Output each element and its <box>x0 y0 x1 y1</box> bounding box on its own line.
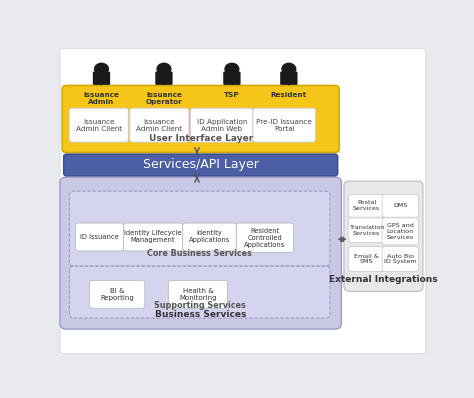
Text: ID Application
Admin Web: ID Application Admin Web <box>197 119 247 132</box>
Text: Health &
Monitoring: Health & Monitoring <box>179 288 217 301</box>
Text: Services/API Layer: Services/API Layer <box>143 158 259 172</box>
FancyBboxPatch shape <box>70 266 330 318</box>
Text: Issuance
Admin Client: Issuance Admin Client <box>76 119 122 132</box>
Text: BI &
Reporting: BI & Reporting <box>100 288 134 301</box>
FancyBboxPatch shape <box>191 108 253 142</box>
FancyBboxPatch shape <box>155 72 173 85</box>
FancyBboxPatch shape <box>64 154 337 176</box>
FancyBboxPatch shape <box>348 247 385 271</box>
Text: External Integrations: External Integrations <box>329 275 438 284</box>
Text: DMS: DMS <box>393 203 408 209</box>
FancyBboxPatch shape <box>382 218 419 245</box>
Text: Pre-ID Issuance
Portal: Pre-ID Issuance Portal <box>256 119 312 132</box>
Circle shape <box>157 63 171 75</box>
FancyBboxPatch shape <box>70 191 330 266</box>
Text: Identity
Applications: Identity Applications <box>189 230 230 244</box>
FancyBboxPatch shape <box>130 108 189 142</box>
Text: Identity Lifecycle
Management: Identity Lifecycle Management <box>124 230 182 244</box>
Text: Issuance
Admin Client: Issuance Admin Client <box>137 119 182 132</box>
FancyBboxPatch shape <box>62 86 339 152</box>
Text: Translation
Services: Translation Services <box>349 225 384 236</box>
Text: Supporting Services: Supporting Services <box>154 301 246 310</box>
Circle shape <box>282 63 296 75</box>
FancyBboxPatch shape <box>168 280 228 308</box>
FancyBboxPatch shape <box>90 280 145 308</box>
FancyBboxPatch shape <box>280 72 298 85</box>
FancyBboxPatch shape <box>60 177 341 329</box>
Text: TSP: TSP <box>224 92 240 98</box>
FancyBboxPatch shape <box>182 223 237 251</box>
FancyBboxPatch shape <box>237 223 293 252</box>
Text: Email &
SMS: Email & SMS <box>354 254 379 264</box>
FancyBboxPatch shape <box>382 195 419 217</box>
FancyBboxPatch shape <box>348 218 385 243</box>
Text: Resident: Resident <box>271 92 307 98</box>
Text: Postal
Services: Postal Services <box>353 201 380 211</box>
FancyBboxPatch shape <box>69 108 128 142</box>
Text: Resident
Controlled
Applications: Resident Controlled Applications <box>244 228 286 248</box>
Circle shape <box>95 63 109 75</box>
FancyBboxPatch shape <box>124 223 182 251</box>
Text: Issuance
Admin: Issuance Admin <box>83 92 119 105</box>
FancyBboxPatch shape <box>75 223 124 251</box>
Text: User Interface Layer: User Interface Layer <box>148 134 253 143</box>
Text: Business Services: Business Services <box>155 310 246 319</box>
FancyBboxPatch shape <box>382 247 419 271</box>
Text: GPS and
Location
Services: GPS and Location Services <box>387 223 414 240</box>
Text: Core Business Services: Core Business Services <box>147 249 252 258</box>
Circle shape <box>225 63 239 75</box>
FancyBboxPatch shape <box>93 72 110 85</box>
FancyBboxPatch shape <box>348 195 385 217</box>
Text: Auto Bio
ID System: Auto Bio ID System <box>384 254 417 264</box>
Text: ID Issuance: ID Issuance <box>80 234 119 240</box>
Text: Issuance
Operator: Issuance Operator <box>146 92 182 105</box>
FancyBboxPatch shape <box>253 108 316 142</box>
FancyBboxPatch shape <box>60 49 426 353</box>
FancyBboxPatch shape <box>223 72 241 85</box>
FancyBboxPatch shape <box>344 181 423 291</box>
